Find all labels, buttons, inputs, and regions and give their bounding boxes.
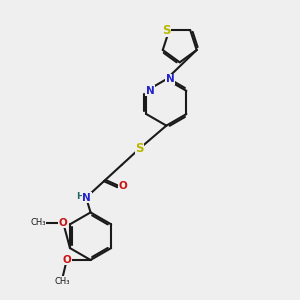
Text: S: S — [162, 24, 170, 37]
Text: N: N — [82, 193, 91, 202]
Text: CH₃: CH₃ — [55, 277, 70, 286]
Text: N: N — [146, 86, 154, 96]
Text: N: N — [166, 74, 175, 84]
Text: O: O — [59, 218, 68, 228]
Text: O: O — [62, 255, 71, 265]
Text: H: H — [76, 192, 84, 201]
Text: O: O — [118, 181, 127, 191]
Text: CH₃: CH₃ — [30, 218, 46, 227]
Text: S: S — [135, 142, 144, 155]
